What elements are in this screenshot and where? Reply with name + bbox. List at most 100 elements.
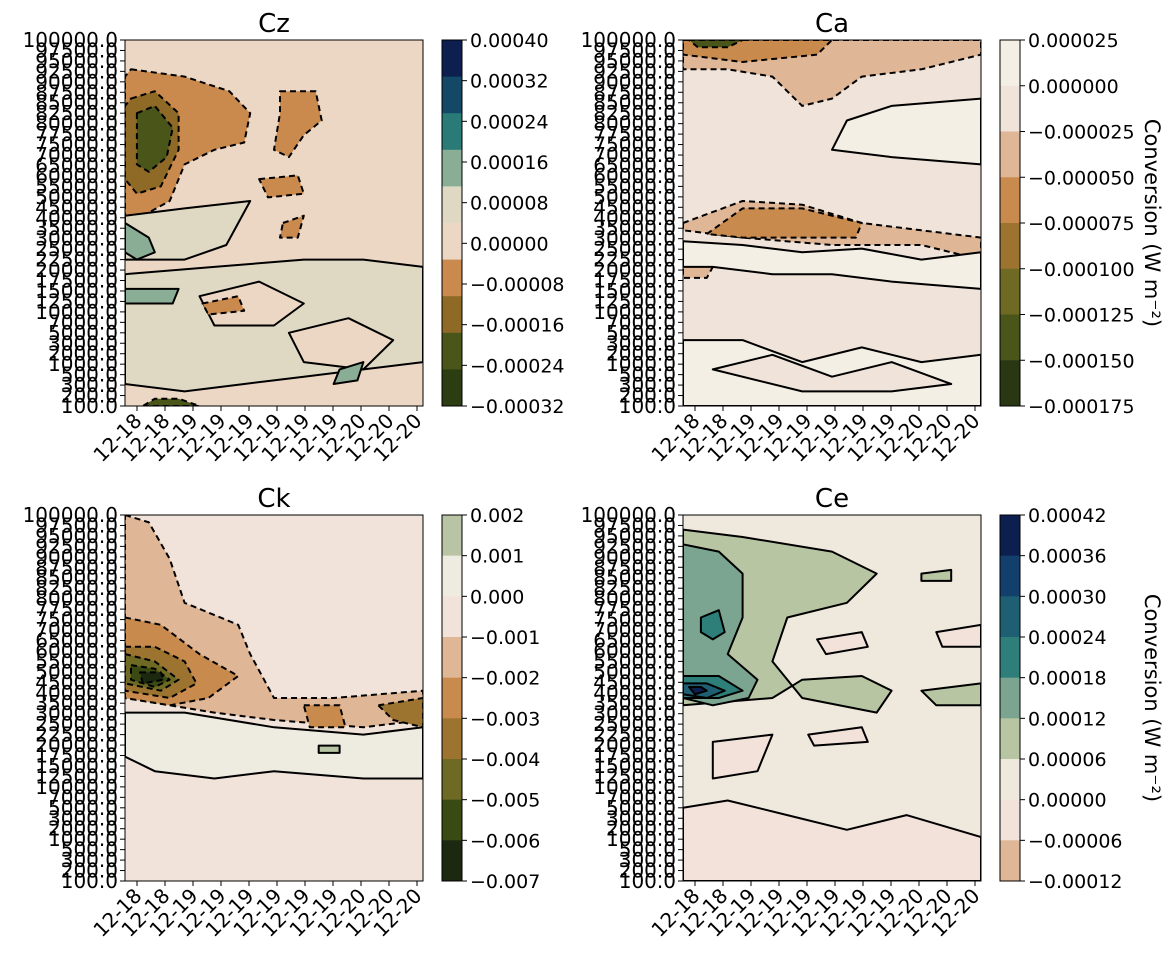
colorbar-tick-label: 0.00008: [470, 193, 549, 215]
y-tick-label: 40000.0: [35, 681, 118, 705]
y-tick-label: 92500.0: [593, 534, 676, 558]
colorbar-band: [1000, 555, 1020, 597]
y-tick-label: 77500.0: [593, 122, 676, 146]
colorbar-band: [442, 76, 462, 114]
colorbar-tick-label: 0.00006: [1028, 749, 1107, 771]
plot-area: [125, 40, 423, 406]
y-tick-label: 5000.0: [48, 321, 118, 345]
colorbar-band: [442, 596, 462, 638]
y-tick-label: 100000.0: [581, 28, 676, 52]
y-tick-label: 70000.0: [593, 618, 676, 642]
colorbar-tick-label: 0.001: [470, 546, 524, 568]
y-tick-label: 40000.0: [593, 681, 676, 705]
y-tick-label: 22500.0: [593, 723, 676, 747]
y-tick-label: 92500.0: [593, 59, 676, 83]
y-tick-label: 85000.0: [35, 566, 118, 590]
y-tick-label: 80000.0: [593, 112, 676, 136]
colorbar: 0.00042 0.00036 0.00030 0.00024 0.00018 0.000…: [999, 505, 1164, 893]
colorbar-tick-label: 0.00024: [1028, 627, 1107, 649]
colorbar-tick-label: −0.000075: [1028, 213, 1135, 235]
colorbar-band: [1000, 799, 1020, 841]
colorbar-band: [442, 186, 462, 224]
plot-frame: [124, 514, 424, 882]
contour-region: [138, 671, 165, 685]
y-tick-label: 97500.0: [35, 513, 118, 537]
y-tick-label: 30000.0: [593, 227, 676, 251]
y-tick-label: 17500.0: [35, 744, 118, 768]
y-tick-label: 50000.0: [35, 185, 118, 209]
colorbar-band: [1000, 177, 1020, 224]
colorbar-tick-label: −0.007: [470, 871, 540, 893]
y-tick-label: 70000.0: [35, 618, 118, 642]
colorbar-tick-label: −0.000175: [1028, 396, 1135, 418]
y-tick-label: 22500.0: [35, 723, 118, 747]
contour-region: [920, 568, 953, 582]
colorbar-tick-label: 0.000025: [1028, 30, 1119, 52]
y-tick-label: 75000.0: [35, 133, 118, 157]
y-tick-label: 7000.0: [606, 310, 676, 334]
y-tick-label: 45000.0: [593, 670, 676, 694]
y-tick-label: 17500.0: [593, 744, 676, 768]
colorbar-band: [442, 369, 462, 407]
y-tick-label: 30000.0: [35, 227, 118, 251]
y-tick-label: 200.0: [619, 384, 676, 408]
colorbar-band: [1000, 759, 1020, 801]
y-tick-label: 100000.0: [23, 503, 118, 527]
y-tick-label: 15000.0: [35, 279, 118, 303]
colorbar-tick-label: 0.000000: [1028, 76, 1119, 98]
y-tick-label: 5000.0: [48, 796, 118, 820]
y-tick-label: 5000.0: [606, 796, 676, 820]
y-tick-label: 7000.0: [606, 785, 676, 809]
y-tick-label: 35000.0: [35, 216, 118, 240]
y-tick-label: 10000.0: [35, 300, 118, 324]
y-tick-label: 97500.0: [593, 38, 676, 62]
colorbar-band: [1000, 840, 1020, 882]
y-tick-label: 55000.0: [593, 649, 676, 673]
colorbar-band: [1000, 596, 1020, 638]
panel-Ce: Ce 100.0200.0300.0500.01000.02000.03000.0…: [581, 484, 1164, 942]
y-tick-label: 2000.0: [606, 342, 676, 366]
y-tick-label: 75000.0: [593, 608, 676, 632]
y-tick-label: 90000.0: [593, 545, 676, 569]
y-tick-label: 12500.0: [593, 764, 676, 788]
y-tick-label: 92500.0: [35, 59, 118, 83]
colorbar-band: [442, 637, 462, 679]
colorbar-band: [442, 223, 462, 261]
colorbar-band: [442, 296, 462, 334]
colorbar-tick-label: −0.00032: [470, 396, 565, 418]
y-tick-label: 5000.0: [606, 321, 676, 345]
y-tick-label: 85000.0: [593, 91, 676, 115]
y-tick-label: 300.0: [61, 848, 118, 872]
colorbar-tick-label: −0.001: [470, 627, 540, 649]
y-tick-label: 500.0: [61, 838, 118, 862]
panel-title: Ce: [815, 484, 849, 514]
colorbar-tick-label: 0.00012: [1028, 708, 1107, 730]
plot-frame: [682, 514, 982, 882]
y-tick-label: 3000.0: [48, 331, 118, 355]
colorbar-tick-label: −0.000125: [1028, 305, 1135, 327]
y-tick-label: 90000.0: [35, 70, 118, 94]
colorbar-band: [1000, 677, 1020, 719]
contour-region: [683, 240, 981, 290]
contour-region: [920, 682, 981, 707]
y-tick-label: 95000.0: [593, 49, 676, 73]
contour-region: [317, 744, 341, 754]
y-tick-label: 82500.0: [593, 101, 676, 125]
colorbar-band: [442, 840, 462, 882]
contour-region: [935, 623, 981, 648]
colorbar-band: [442, 555, 462, 597]
y-tick-label: 75000.0: [593, 133, 676, 157]
colorbar-label: Conversion (W m⁻²): [1140, 119, 1164, 327]
y-tick-label: 95000.0: [35, 524, 118, 548]
y-tick-label: 95000.0: [593, 524, 676, 548]
colorbar-tick-label: −0.002: [470, 668, 540, 690]
y-tick-label: 65000.0: [35, 628, 118, 652]
colorbar-tick-label: −0.00006: [1028, 830, 1123, 852]
y-tick-label: 55000.0: [593, 174, 676, 198]
y-tick-label: 20000.0: [593, 258, 676, 282]
colorbar-tick-label: −0.003: [470, 708, 540, 730]
colorbar-tick-label: 0.00018: [1028, 668, 1107, 690]
colorbar-tick-label: −0.000050: [1028, 167, 1135, 189]
plot-frame: [124, 39, 424, 407]
colorbar-tick-label: 0.00000: [470, 233, 549, 255]
